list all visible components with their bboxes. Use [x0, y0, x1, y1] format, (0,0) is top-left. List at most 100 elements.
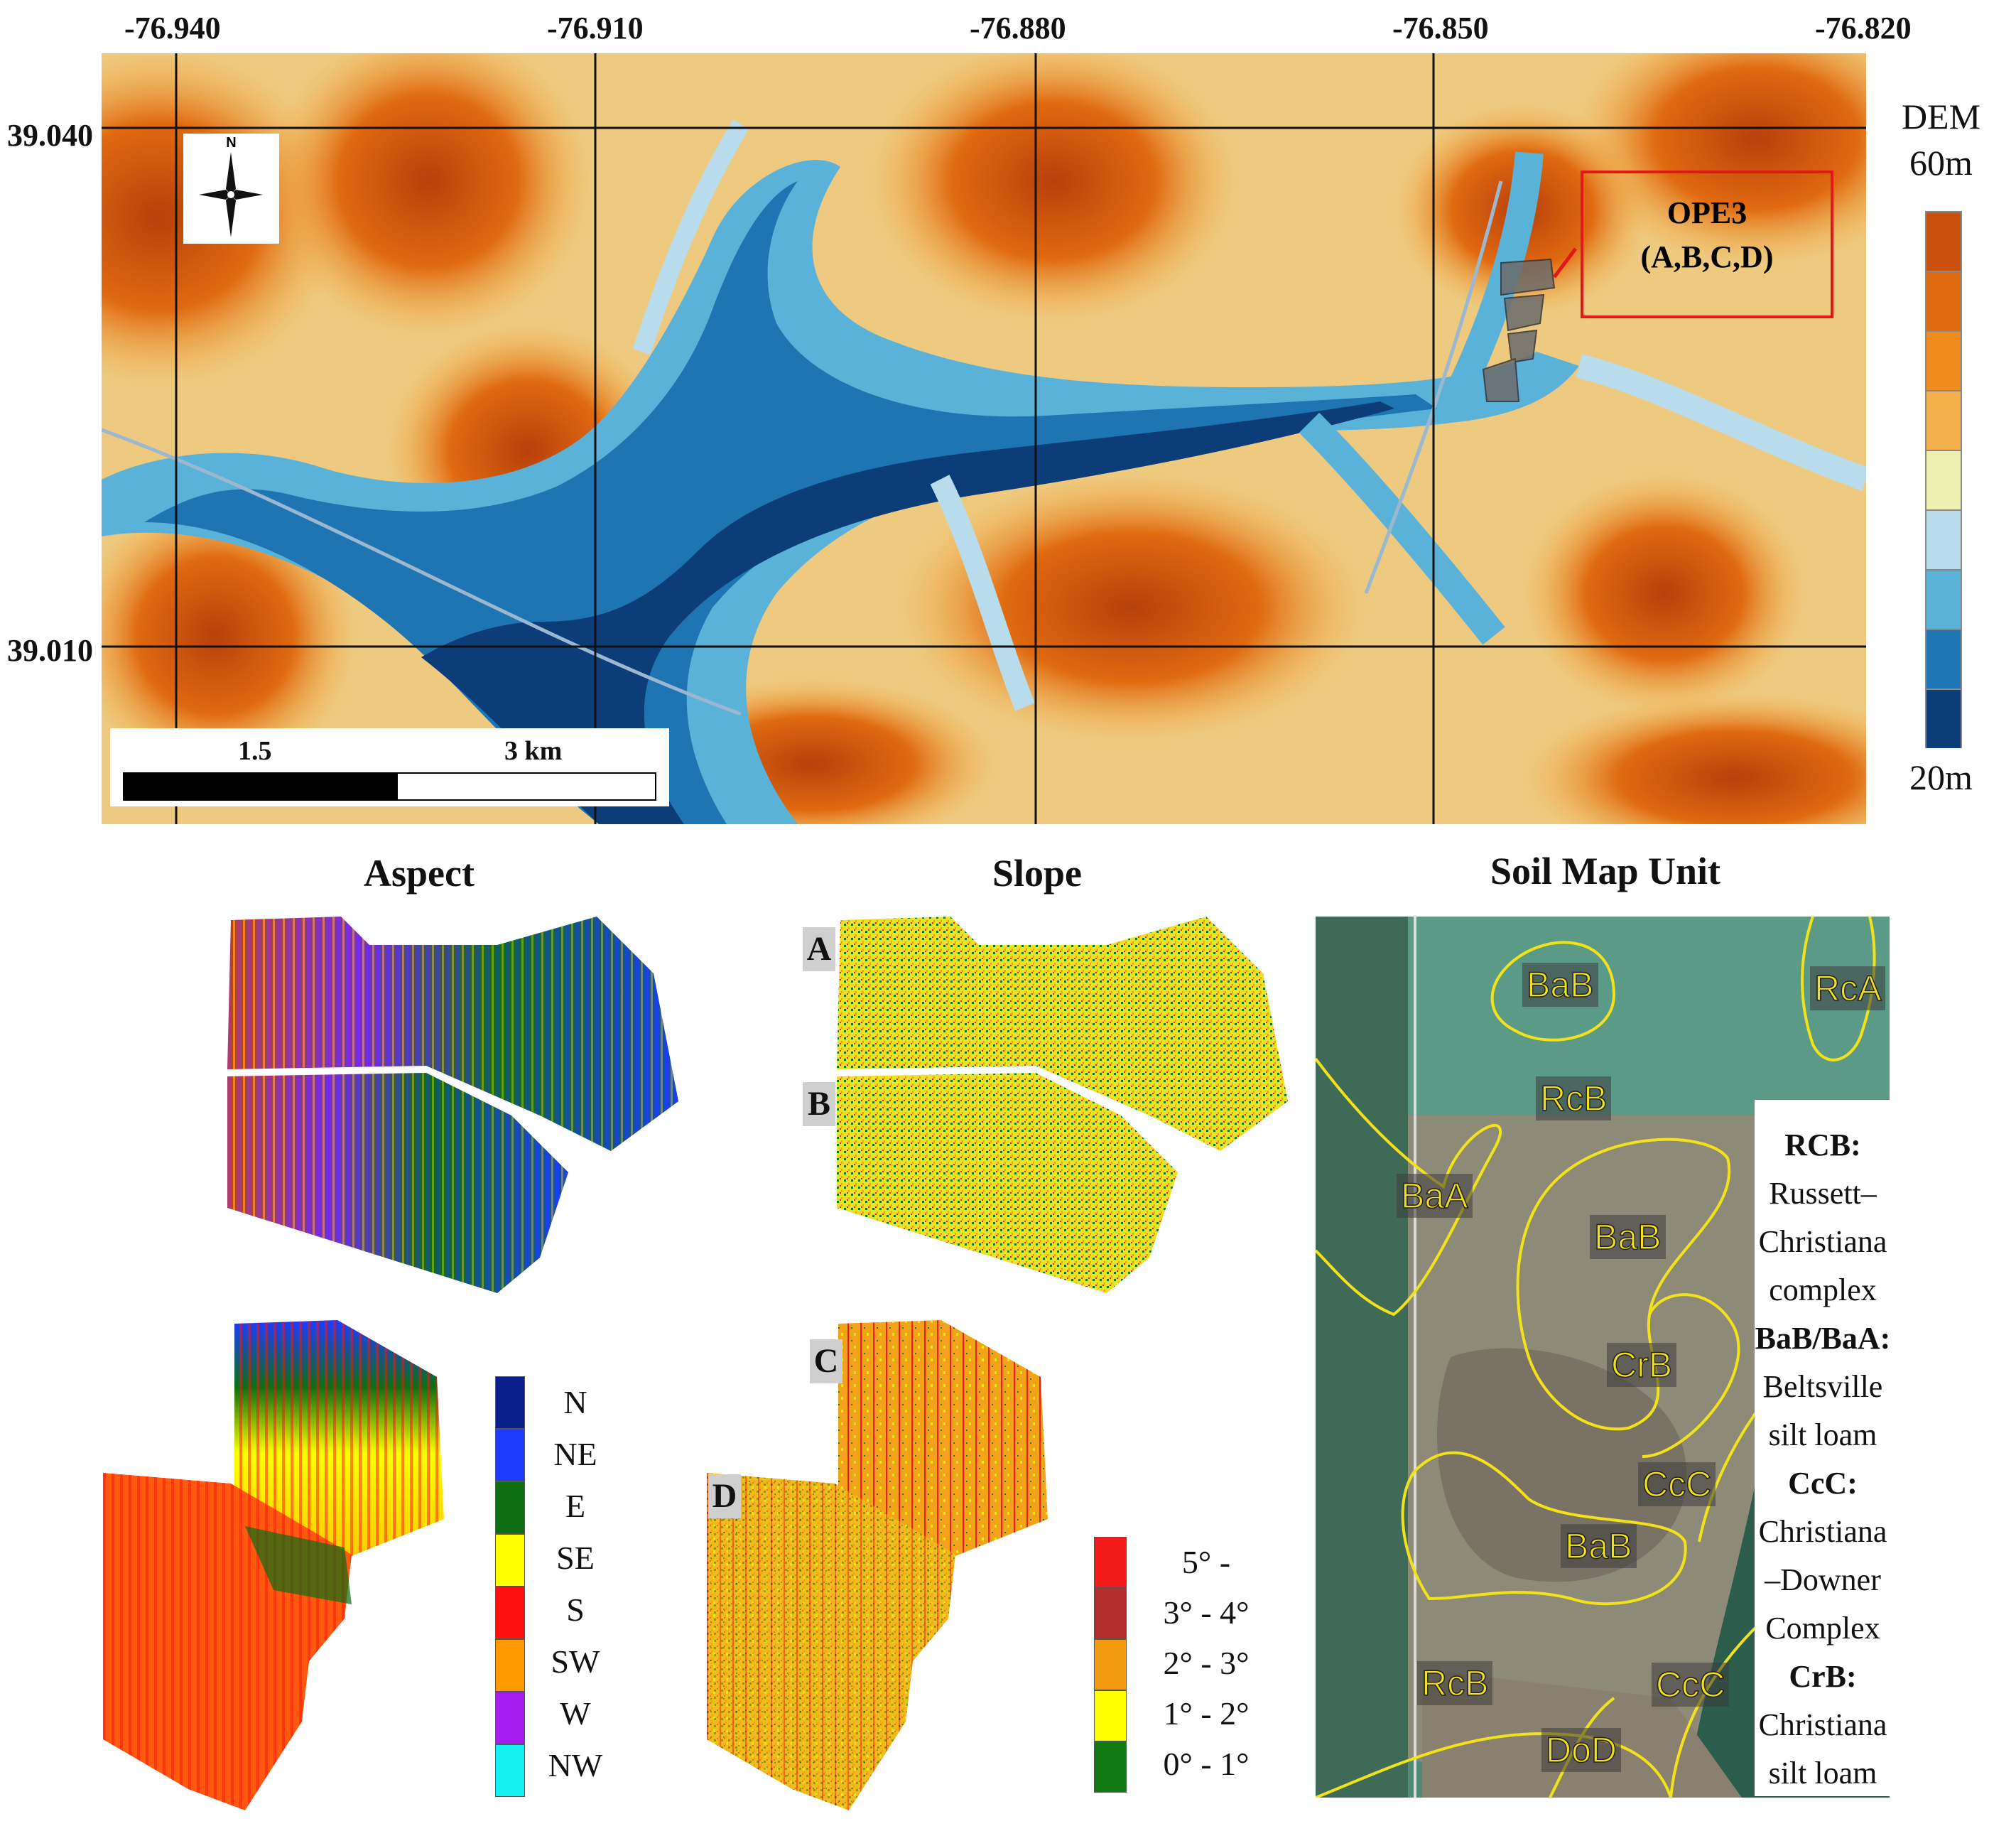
aspect-legend-label: NE	[553, 1436, 597, 1472]
slope-legend-labels: 5° - 3° - 4° 2° - 3° 1° - 2° 0° - 1°	[1135, 1537, 1277, 1789]
aspect-swatch	[495, 1429, 525, 1481]
aspect-title: Aspect	[364, 852, 475, 895]
soil-label-rca: RcA	[1810, 966, 1886, 1010]
dem-ramp-step	[1925, 569, 1962, 629]
soil-label-rcb-2: RcB	[1417, 1661, 1493, 1705]
soil-label-bab-1: BaB	[1522, 963, 1598, 1007]
slope-swatch	[1094, 1537, 1127, 1588]
scale-bar-white	[396, 772, 656, 801]
study-site-box: OPE3 (A,B,C,D)	[1581, 171, 1833, 318]
north-label: N	[226, 135, 237, 151]
aspect-legend-label: N	[563, 1384, 587, 1420]
soil-legend-box: RCB: Russett– Christiana complex BaB/BaA: Bel…	[1755, 1100, 1891, 1796]
dem-ramp-step	[1925, 688, 1962, 748]
lon-tick-2: -76.910	[547, 11, 644, 45]
aspect-swatch	[495, 1481, 525, 1534]
soil-desc-code: CcC:	[1788, 1466, 1858, 1501]
aspect-swatch	[495, 1534, 525, 1587]
aspect-legend-label: W	[560, 1695, 591, 1732]
lat-tick-1: 39.040	[7, 118, 93, 153]
soil-desc-code: CrB:	[1789, 1659, 1857, 1694]
aspect-legend-label: SE	[556, 1540, 595, 1576]
slope-swatch	[1094, 1741, 1127, 1793]
soil-desc-line: silt loam	[1768, 1756, 1877, 1790]
aspect-fields-cd	[103, 1320, 444, 1810]
dem-legend-min: 20m	[1909, 757, 1973, 797]
soil-desc-line: complex	[1769, 1273, 1877, 1307]
soil-label-dod: DoD	[1541, 1728, 1622, 1772]
slope-legend-label: 5° -	[1181, 1544, 1231, 1580]
aspect-legend-label: SW	[551, 1643, 600, 1680]
scale-bar-black	[123, 772, 399, 801]
aspect-legend-label: S	[566, 1592, 585, 1628]
aspect-swatch	[495, 1376, 525, 1429]
aspect-swatch	[495, 1744, 525, 1797]
slope-field-label-b: B	[803, 1082, 835, 1126]
soil-label-ccc-1: CcC	[1638, 1462, 1716, 1506]
slope-title: Slope	[992, 852, 1083, 895]
north-arrow-icon	[199, 152, 263, 237]
soil-label-bab-2: BaB	[1590, 1215, 1666, 1259]
soil-label-rcb-1: RcB	[1536, 1076, 1612, 1120]
aspect-fields-ab	[227, 917, 678, 1293]
dem-ramp-step	[1925, 390, 1962, 450]
aspect-legend-label: NW	[548, 1747, 603, 1783]
soil-desc-line: Christiana	[1758, 1224, 1887, 1259]
lon-tick-4: -76.850	[1392, 11, 1489, 45]
aspect-legend-swatches	[495, 1376, 525, 1797]
lon-tick-5: -76.820	[1815, 11, 1912, 45]
slope-fields-cd	[707, 1320, 1048, 1810]
slope-legend-swatches	[1094, 1537, 1127, 1793]
dem-color-ramp	[1925, 211, 1962, 748]
dem-ramp-step	[1925, 211, 1962, 271]
soil-title: Soil Map Unit	[1490, 850, 1721, 892]
soil-desc-line: Russett–	[1769, 1176, 1877, 1211]
dem-ramp-step	[1925, 271, 1962, 330]
soil-label-bab-3: BaB	[1561, 1524, 1637, 1568]
slope-legend-label: 1° - 2°	[1163, 1695, 1250, 1732]
soil-desc-code: BaB/BaA:	[1755, 1321, 1891, 1356]
slope-legend-label: 3° - 4°	[1163, 1594, 1250, 1631]
aspect-swatch	[495, 1692, 525, 1744]
dem-legend-max: 60m	[1909, 143, 1973, 183]
slope-swatch	[1094, 1690, 1127, 1741]
soil-label-baa: BaA	[1397, 1174, 1473, 1218]
soil-desc-line: Christiana	[1758, 1514, 1887, 1549]
slope-swatch	[1094, 1588, 1127, 1639]
dem-ramp-step	[1925, 450, 1962, 509]
study-site-title: OPE3	[1667, 195, 1747, 230]
dem-ramp-step	[1925, 509, 1962, 569]
slope-legend-label: 2° - 3°	[1163, 1645, 1250, 1681]
slope-field-label-c: C	[810, 1339, 842, 1383]
scale-mid-label: 1.5	[238, 736, 272, 766]
soil-desc-line: Christiana	[1758, 1707, 1887, 1742]
scale-bar: 1.5 3 km	[110, 728, 669, 806]
soil-label-crb: CrB	[1607, 1343, 1677, 1387]
soil-label-ccc-2: CcC	[1652, 1663, 1730, 1707]
soil-desc-line: Complex	[1765, 1611, 1880, 1646]
slope-field-label-d: D	[708, 1474, 741, 1518]
dem-legend: DEM 60m 20m	[1866, 53, 2016, 824]
slope-fields-ab	[837, 917, 1288, 1293]
dem-raster	[102, 53, 1866, 824]
soil-legend-text: RCB: Russett– Christiana complex BaB/BaA: Bel…	[1755, 1121, 1891, 1798]
dem-legend-title: DEM	[1901, 97, 1981, 136]
aspect-legend-labels: N NE E SE S SW W NW	[533, 1376, 618, 1791]
aspect-legend-label: E	[565, 1488, 586, 1524]
soil-desc-line: Beltsville	[1762, 1369, 1883, 1404]
dem-ramp-step	[1925, 629, 1962, 688]
aspect-swatch	[495, 1639, 525, 1692]
scale-end-label: 3 km	[504, 736, 563, 766]
lon-tick-3: -76.880	[970, 11, 1066, 45]
soil-desc-line: –Downer	[1765, 1562, 1881, 1597]
soil-desc-code: RCB:	[1784, 1128, 1861, 1162]
aspect-swatch	[495, 1587, 525, 1639]
slope-swatch	[1094, 1639, 1127, 1690]
soil-desc-line: silt loam	[1768, 1417, 1877, 1452]
dem-ramp-step	[1925, 330, 1962, 390]
lon-tick-1: -76.940	[124, 11, 221, 45]
study-site-fields: (A,B,C,D)	[1640, 239, 1774, 274]
lat-tick-2: 39.010	[7, 633, 93, 668]
slope-field-label-a: A	[803, 927, 835, 971]
north-arrow: N	[183, 134, 279, 244]
